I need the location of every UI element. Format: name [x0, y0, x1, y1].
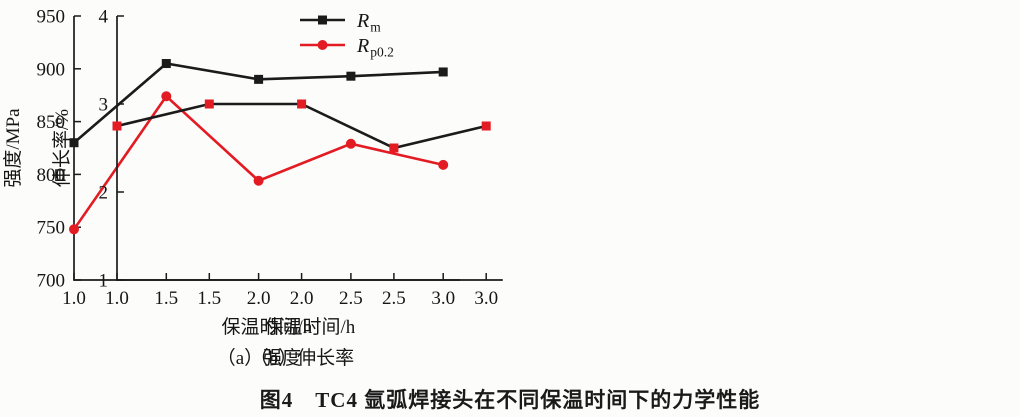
b-panel-subtitle: （b）伸长率 [250, 347, 355, 369]
a-series-Rp0.2-marker [345, 138, 356, 149]
a-series-Rp0.2-marker [161, 91, 172, 102]
a-y-tick-label: 700 [37, 271, 66, 292]
b-y-tick-label: 1 [99, 271, 109, 292]
legend-marker-Rp0.2 [317, 40, 328, 50]
a-y-tick-label: 900 [37, 59, 66, 80]
legend-label-Rp0.2: Rp0.2 [356, 35, 394, 60]
a-y-axis-title: 强度/MPa [2, 108, 24, 188]
b-x-tick-label: 1.5 [197, 288, 221, 309]
chart-panel-elongation: 4 3 2 1 1.0 1.5 2.0 2.5 3.0 保温时间/h 伸长率/% （b）伸长率 [0, 0, 510, 380]
b-series-elongation-line [116, 102, 487, 150]
b-series-elongation-marker [389, 143, 399, 153]
b-x-tick-label: 2.5 [382, 288, 406, 309]
a-y-tick-label: 750 [37, 218, 66, 239]
b-y-tick-label: 3 [99, 95, 109, 116]
a-series-Rp0.2-marker [253, 175, 264, 186]
b-y-axis-title: 伸长率/% [51, 109, 73, 187]
b-series-elongation-marker [297, 99, 307, 109]
b-y-tick-label: 4 [99, 7, 109, 28]
b-series-elongation-marker [204, 99, 214, 109]
a-panel-subtitle: （a）强度 [217, 347, 301, 369]
a-series-Rm-marker [254, 74, 264, 84]
a-x-tick-label: 1.5 [154, 288, 178, 309]
a-x-tick-label: 1.0 [62, 288, 86, 309]
b-x-tick-label: 1.0 [105, 288, 129, 309]
b-x-tick-label: 2.0 [290, 288, 314, 309]
b-axis-spines [116, 16, 503, 281]
a-series-Rm-marker [438, 67, 448, 77]
b-series-elongation-marker [112, 121, 122, 131]
a-series-Rm-marker [346, 71, 356, 81]
a-y-tick-label: 800 [37, 165, 66, 186]
legend-label-Rm: Rm [356, 10, 381, 35]
a-y-tick-label: 950 [37, 7, 66, 28]
b-series-elongation-marker [481, 121, 491, 131]
figure-caption: 图4 TC4 氩弧焊接头在不同保温时间下的力学性能 [259, 388, 761, 412]
a-series-Rp0.2-marker [69, 224, 79, 235]
chart-panel-strength: 950 900 850 800 750 700 1.0 1.5 2.0 2.5 3.0 保温时间/h 强… [0, 0, 510, 380]
a-x-tick-label: 2.0 [247, 288, 271, 309]
a-x-tick-label: 2.5 [339, 288, 363, 309]
legend-marker-Rm [318, 15, 327, 25]
a-series-Rp0.2-marker [438, 159, 449, 170]
a-y-tick-label: 850 [37, 112, 66, 133]
b-x-tick-label: 3.0 [474, 288, 498, 309]
a-x-tick-label: 3.0 [431, 288, 455, 309]
b-y-tick-label: 2 [99, 183, 109, 204]
b-x-axis-title: 保温时间/h [265, 316, 356, 338]
a-series-Rm-marker [161, 59, 171, 69]
a-series-Rm-marker [69, 138, 79, 148]
a-x-axis-title: 保温时间/h [222, 316, 313, 338]
